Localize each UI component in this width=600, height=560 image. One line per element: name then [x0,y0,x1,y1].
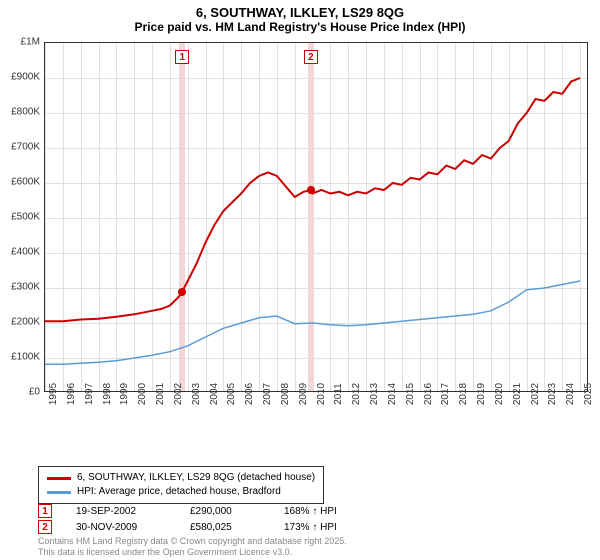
marker-label: 1 [175,50,189,64]
x-axis-label: 2003 [191,383,202,405]
legend-swatch [47,477,71,480]
series-line [45,78,580,321]
marker-label: 2 [304,50,318,64]
x-axis-label: 2023 [547,383,558,405]
x-axis-label: 2020 [494,383,505,405]
y-axis-label: £600K [11,177,40,188]
series-line [45,281,580,364]
x-axis-label: 2012 [351,383,362,405]
x-axis-label: 2018 [458,383,469,405]
event-date: 19-SEP-2002 [76,506,166,517]
legend-item: HPI: Average price, detached house, Brad… [47,485,315,499]
x-axis-label: 2000 [137,383,148,405]
event-price: £290,000 [190,506,260,517]
y-axis-label: £500K [11,212,40,223]
x-axis-label: 2022 [530,383,541,405]
x-axis-label: 2002 [173,383,184,405]
event-delta: 173% ↑ HPI [284,522,337,533]
x-axis-label: 2015 [405,383,416,405]
x-axis-label: 2021 [512,383,523,405]
x-axis-label: 2019 [476,383,487,405]
event-marker: 1 [38,504,52,518]
x-axis-label: 1999 [119,383,130,405]
chart-title: 6, SOUTHWAY, ILKLEY, LS29 8QG [0,0,600,20]
legend-swatch [47,491,71,494]
x-axis-label: 2011 [333,383,344,405]
x-axis-label: 2007 [262,383,273,405]
x-axis-label: 2014 [387,383,398,405]
y-axis-label: £700K [11,142,40,153]
x-axis-label: 2001 [155,383,166,405]
legend-label: 6, SOUTHWAY, ILKLEY, LS29 8QG (detached … [77,471,315,485]
footer: Contains HM Land Registry data © Crown c… [38,536,347,558]
x-axis-label: 2006 [244,383,255,405]
y-axis-label: £200K [11,317,40,328]
y-axis-label: £800K [11,107,40,118]
y-axis-label: £0 [29,387,40,398]
event-marker: 2 [38,520,52,534]
marker-dot [178,288,186,296]
legend-label: HPI: Average price, detached house, Brad… [77,485,281,499]
x-axis-label: 2017 [440,383,451,405]
x-axis-label: 2008 [280,383,291,405]
line-series [45,43,589,393]
x-axis-label: 2005 [226,383,237,405]
x-axis-label: 2025 [583,383,594,405]
legend-item: 6, SOUTHWAY, ILKLEY, LS29 8QG (detached … [47,471,315,485]
x-axis-label: 2004 [209,383,220,405]
marker-dot [307,186,315,194]
x-axis-label: 1995 [48,383,59,405]
x-axis-label: 2010 [316,383,327,405]
chart-subtitle: Price paid vs. HM Land Registry's House … [0,20,600,38]
x-axis-label: 1998 [102,383,113,405]
x-axis-label: 2009 [298,383,309,405]
event-delta: 168% ↑ HPI [284,506,337,517]
event-row: 1 19-SEP-2002 £290,000 168% ↑ HPI [38,504,337,518]
y-axis-label: £1M [21,37,40,48]
event-date: 30-NOV-2009 [76,522,166,533]
footer-line2: This data is licensed under the Open Gov… [38,547,347,558]
x-axis-label: 2024 [565,383,576,405]
y-axis-label: £900K [11,72,40,83]
x-axis-label: 1997 [84,383,95,405]
y-axis-label: £300K [11,282,40,293]
y-axis-label: £400K [11,247,40,258]
chart-area: 12 £0£100K£200K£300K£400K£500K£600K£700K… [44,42,588,428]
footer-line1: Contains HM Land Registry data © Crown c… [38,536,347,547]
y-axis-label: £100K [11,352,40,363]
plot-area: 12 [44,42,588,392]
x-axis-label: 2016 [423,383,434,405]
chart-container: 6, SOUTHWAY, ILKLEY, LS29 8QG Price paid… [0,0,600,560]
events-table: 1 19-SEP-2002 £290,000 168% ↑ HPI 2 30-NOV-20… [38,504,337,536]
event-price: £580,025 [190,522,260,533]
x-axis-label: 1996 [66,383,77,405]
event-row: 2 30-NOV-2009 £580,025 173% ↑ HPI [38,520,337,534]
legend: 6, SOUTHWAY, ILKLEY, LS29 8QG (detached … [38,466,324,504]
x-axis-label: 2013 [369,383,380,405]
